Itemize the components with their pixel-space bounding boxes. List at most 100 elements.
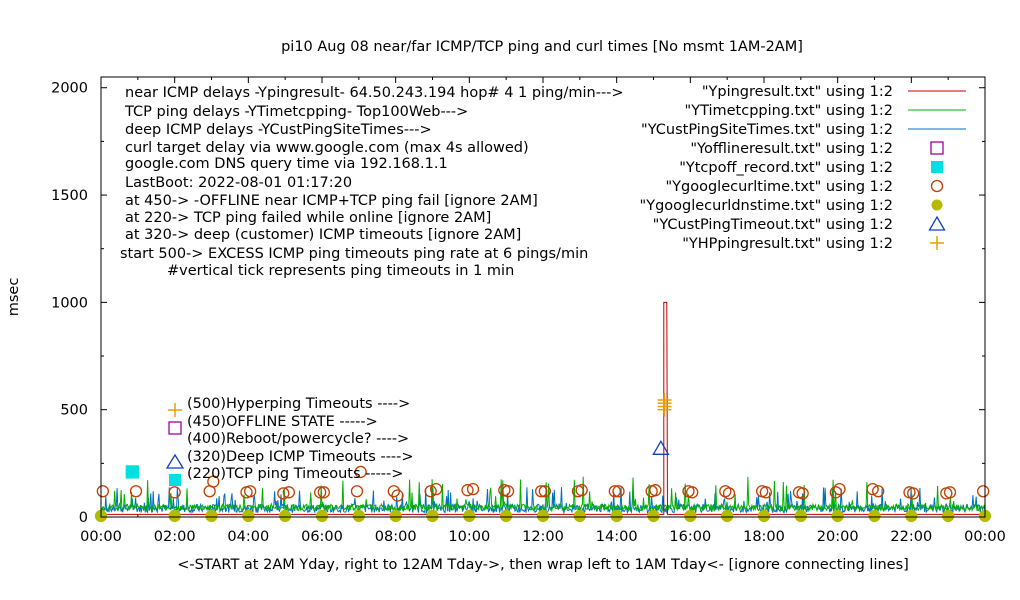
tcp-fail-point [125, 465, 139, 479]
y-tick-label: 1000 [51, 295, 88, 311]
x-tick-label: 12:00 [522, 529, 564, 545]
curl-time-point [207, 475, 220, 488]
legend-circle-swatch [930, 179, 944, 193]
curl-time-point [829, 486, 842, 499]
curl-time-point [244, 485, 257, 498]
dns-time-point [352, 509, 365, 523]
dns-time-point [831, 509, 844, 523]
note-line: #vertical tick represents ping timeouts … [167, 263, 514, 279]
curl-time-point [129, 485, 143, 498]
dns-time-point [389, 509, 402, 523]
legend-triangle-swatch [928, 215, 946, 231]
curl-time-point [317, 486, 330, 499]
x-axis-label: <-START at 2AM Yday, right to 12AM Tday-… [177, 557, 909, 573]
curl-time-point [796, 487, 809, 500]
note-line: TCP ping delays -YTimetcpping- Top100Web… [124, 104, 468, 120]
curl-time-point [277, 487, 290, 500]
x-tick-label: 08:00 [375, 529, 417, 545]
key-label: (220)TCP ping Timeouts -----> [187, 466, 403, 482]
dns-time-point [463, 509, 476, 523]
deep-timeout-point [652, 440, 670, 455]
dns-time-point [205, 509, 218, 523]
x-tick-label: 20:00 [817, 529, 859, 545]
x-tick-label: 10:00 [448, 529, 490, 545]
dns-time-point [573, 509, 586, 523]
key-plus-swatch [168, 403, 182, 417]
x-tick-label: 00:00 [80, 529, 122, 545]
curl-time-point [649, 484, 662, 497]
note-line: at 320-> deep (customer) ICMP timeouts [… [125, 227, 521, 243]
dns-time-point [794, 509, 807, 523]
key-label: (450)OFFLINE STATE -----> [187, 414, 378, 430]
dns-time-point [610, 509, 623, 523]
x-tick-label: 02:00 [154, 529, 196, 545]
curl-time-point [686, 486, 699, 499]
curl-time-point [538, 485, 551, 498]
curl-time-point [575, 484, 588, 497]
dns-time-point [684, 509, 697, 523]
note-line: at 220-> TCP ping failed while online [i… [125, 210, 491, 226]
key-label: (320)Deep ICMP Timeouts ----> [187, 449, 414, 465]
y-tick-label: 500 [60, 403, 88, 419]
legend-circle-swatch [931, 199, 943, 211]
series-line-pingresult [101, 301, 985, 515]
hyperping-timeout-point [657, 393, 672, 408]
chart-title: pi10 Aug 08 near/far ICMP/TCP ping and c… [281, 39, 803, 55]
curl-time-point [466, 482, 480, 496]
curl-time-point [722, 487, 736, 500]
dns-time-point [868, 509, 881, 523]
curl-time-point [608, 485, 621, 498]
key-triangle-swatch [165, 453, 185, 469]
legend-label: "YHPpingresult.txt" using 1:2 [682, 236, 893, 252]
axis-ticks: 00:00 02:00 04:00 06:00 08:00 10:00 12:00 14:00… [51, 77, 1006, 545]
y-axis-label: msec [6, 278, 22, 317]
dns-time-point [168, 509, 181, 523]
curl-time-point [501, 485, 515, 498]
note-line: google.com DNS query time via 192.168.1.… [125, 156, 448, 172]
note-line: near ICMP delays -Ypingresult- 64.50.243… [125, 85, 624, 101]
curl-time-point [612, 485, 625, 498]
curl-time-point [282, 486, 296, 499]
curl-time-point [424, 485, 437, 498]
curl-time-point [350, 485, 364, 498]
curl-time-point [759, 486, 772, 499]
x-tick-label: 04:00 [227, 529, 269, 545]
curl-time-point [168, 486, 181, 499]
note-line: LastBoot: 2022-08-01 01:17:20 [125, 175, 352, 191]
note-line: at 450-> -OFFLINE near ICMP+TCP ping fai… [125, 193, 538, 209]
x-tick-label: 00:00 [964, 529, 1006, 545]
legend-label: "Ygooglecurltime.txt" using 1:2 [666, 179, 894, 195]
note-line: deep ICMP delays -YCustPingSiteTimes---> [125, 122, 432, 138]
x-tick-label: 18:00 [743, 529, 785, 545]
dns-time-point [942, 509, 955, 523]
curl-time-point [872, 485, 885, 498]
curl-time-point [977, 485, 990, 498]
legend-plus-swatch [930, 236, 944, 250]
legend-label: "Ytcpoff_record.txt" using 1:2 [679, 160, 893, 176]
annotation-notes: near ICMP delays -Ypingresult- 64.50.243… [120, 85, 624, 279]
note-line: start 500-> EXCESS ICMP ping timeouts pi… [120, 246, 588, 262]
series-line-tcpping [100, 476, 986, 513]
dns-time-point [721, 509, 734, 523]
legend-label: "YCustPingSiteTimes.txt" using 1:2 [641, 122, 893, 138]
dns-time-point [279, 509, 292, 523]
x-tick-label: 22:00 [890, 529, 932, 545]
x-tick-label: 16:00 [669, 529, 711, 545]
note-line: curl target delay via www.google.com (ma… [125, 140, 529, 156]
dns-time-point [315, 509, 329, 523]
series-area [94, 301, 992, 523]
legend-label: "Yofflineresult.txt" using 1:2 [690, 141, 893, 157]
dns-time-point [757, 509, 771, 523]
curl-time-point [387, 485, 400, 498]
y-tick-label: 1500 [51, 188, 88, 204]
y-tick-label: 0 [79, 510, 88, 526]
curl-time-point [943, 486, 957, 499]
dns-time-point [426, 509, 439, 523]
legend-label: "YCustPingTimeout.txt" using 1:2 [653, 217, 893, 233]
legend-square-swatch [930, 141, 944, 155]
legend-label: "YTimetcpping.txt" using 1:2 [685, 103, 893, 119]
curl-time-point [430, 482, 443, 496]
x-tick-label: 06:00 [301, 529, 343, 545]
y-tick-label: 2000 [51, 81, 88, 97]
curl-time-point [535, 485, 548, 498]
